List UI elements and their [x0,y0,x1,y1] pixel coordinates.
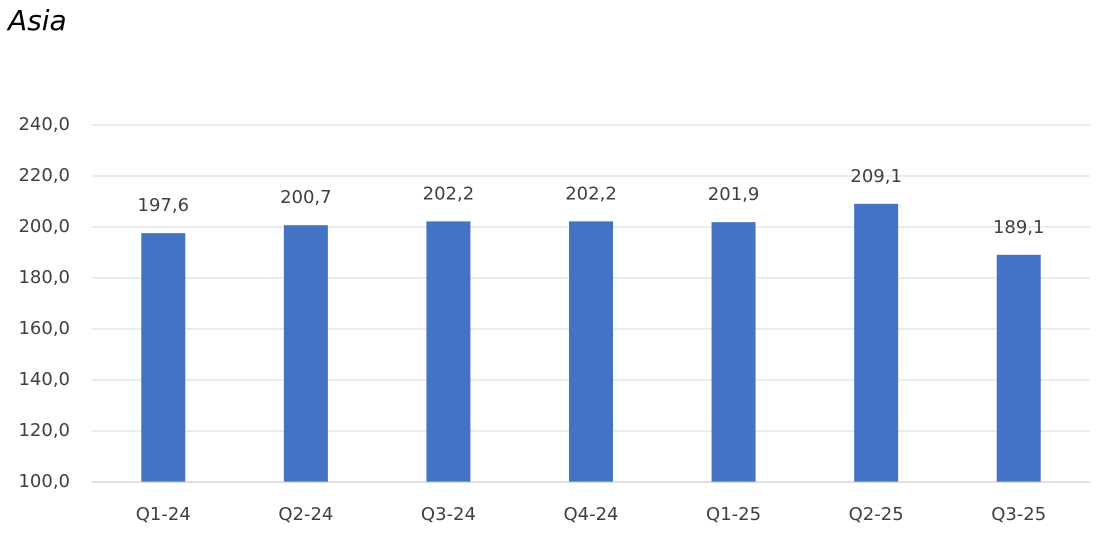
x-tick-label: Q1-24 [136,504,191,525]
y-tick-label: 160,0 [18,318,70,339]
x-tick-label: Q1-25 [706,504,761,525]
y-tick-label: 140,0 [18,369,70,390]
x-tick-label: Q2-25 [849,504,904,525]
y-tick-label: 240,0 [18,114,70,135]
value-label: 200,7 [280,187,332,208]
value-label: 202,2 [565,183,617,204]
bar [283,225,328,482]
value-label: 197,6 [138,195,190,216]
y-tick-label: 200,0 [18,216,70,237]
bar [141,233,186,482]
x-tick-label: Q2-24 [278,504,333,525]
value-label: 202,2 [423,183,475,204]
y-tick-label: 100,0 [18,471,70,492]
x-tick-label: Q4-24 [563,504,618,525]
bar [569,221,613,482]
x-tick-label: Q3-25 [991,504,1046,525]
value-label: 201,9 [708,184,760,205]
value-label: 209,1 [850,166,902,187]
x-tick-label: Q3-24 [421,504,476,525]
y-tick-label: 120,0 [18,420,70,441]
bar [854,203,899,483]
chart-title: Asia [6,4,67,37]
bar [711,222,756,482]
bar [426,221,471,482]
bar [996,254,1041,482]
y-tick-label: 220,0 [18,165,70,186]
y-tick-label: 180,0 [18,267,70,288]
value-label: 189,1 [993,217,1045,238]
